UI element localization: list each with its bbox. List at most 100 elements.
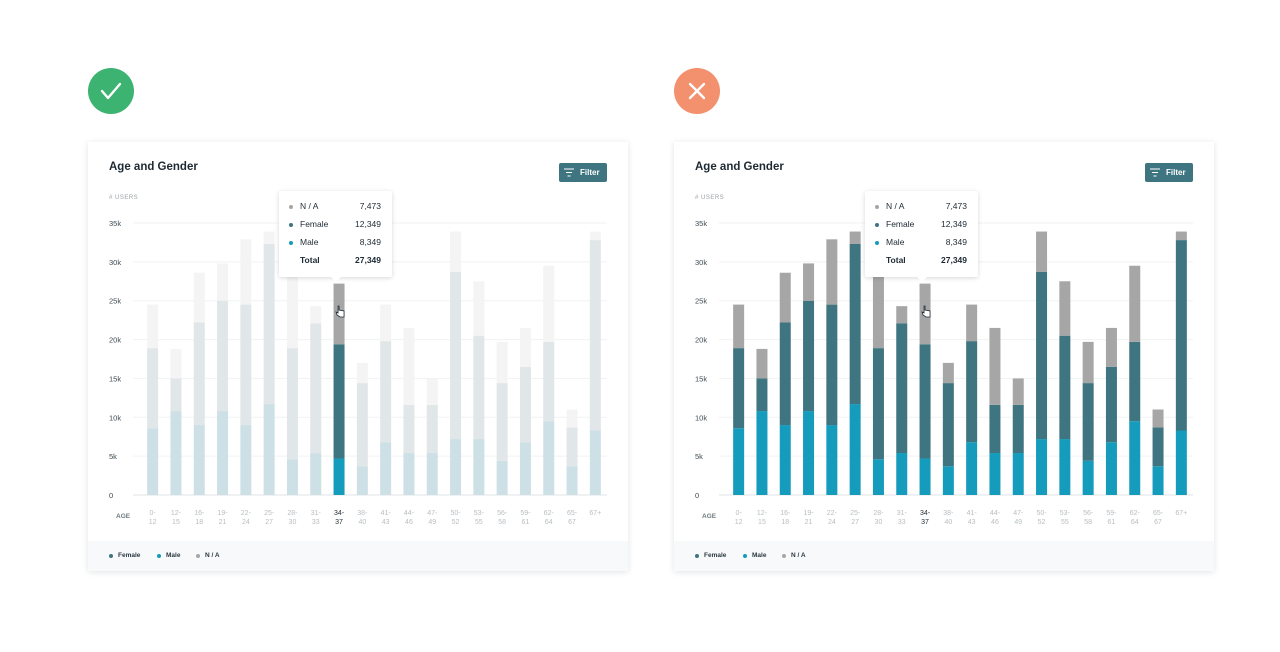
x-tick-label: 38- [357,510,368,517]
bar-segment-na [310,306,322,324]
legend-label: N / A [205,552,220,559]
bar-segment-female [240,304,252,426]
bar-segment-na [217,263,229,301]
bar-segment-male [1012,453,1024,495]
legend-item-na[interactable]: N / A [196,552,220,559]
filter-button-label: Filter [580,168,600,177]
legend-item-na[interactable]: N / A [782,552,806,559]
tooltip-row-total: Total 27,349 [875,255,967,267]
y-tick-label: 5k [109,452,117,461]
x-tick-label: 34- [334,510,345,517]
x-tick-label: 31- [311,510,322,517]
legend-item-male[interactable]: Male [743,552,766,559]
bar-segment-female [310,323,322,454]
bar-segment-female [966,341,978,443]
x-tick-label: 65- [567,510,578,517]
x-tick-label: 19- [803,510,814,517]
x-tick-label: 22- [827,510,838,517]
bar-segment-male [496,460,508,495]
x-tick-label: 61 [522,519,530,526]
bar-segment-na [756,348,768,379]
x-tick-label: 52 [1038,519,1046,526]
x-tick-label: 41- [967,510,978,517]
bar-segment-na [543,265,555,342]
legend-item-female[interactable]: Female [109,552,140,559]
bar-segment-na [1036,231,1048,272]
y-tick-label: 10k [109,413,121,422]
x-tick-label: 37 [921,519,929,526]
tooltip-total-label: Total [886,255,906,265]
bar-segment-na [519,327,531,367]
y-tick-label: 15k [695,374,707,383]
bar-segment-na [403,327,415,405]
bar-segment-na [989,327,1001,405]
bar-segment-female [1105,366,1117,443]
x-tick-label: 22- [241,510,252,517]
x-tick-label: 46 [405,519,413,526]
bar-segment-male [426,453,438,495]
x-tick-label: 27 [851,519,859,526]
bar-segment-na [1012,378,1024,405]
bar-segment-male [543,421,555,495]
bar-segment-na [240,239,252,305]
x-tick-label: 28- [287,510,298,517]
bar-segment-male [147,428,159,495]
female-dot-icon [289,223,293,227]
x-tick-label: 38- [943,510,954,517]
bar-segment-na [942,362,954,384]
bar-segment-na [193,272,205,323]
bar-segment-female [1129,341,1141,422]
x-tick-label: 67 [1154,519,1162,526]
bar-segment-male [942,466,954,495]
filter-button[interactable]: Filter [1145,163,1193,182]
tooltip-value: 8,349 [945,237,967,247]
bar-segment-male [849,404,861,495]
bar-segment-na [779,272,791,323]
bar-segment-female [872,348,884,460]
x-tick-label: 65- [1153,510,1164,517]
bar-segment-male [170,411,182,495]
chart-title: Age and Gender [109,161,198,173]
x-tick-label: 47- [1013,510,1024,517]
tooltip-value: 7,473 [359,201,381,211]
chart-tooltip: N / A 7,473 Female 12,349 Male 8,349 Tot… [279,191,392,282]
bar-segment-female [1036,271,1048,440]
x-tick-label: 53- [1060,510,1071,517]
legend-item-male[interactable]: Male [157,552,180,559]
x-tick-label: 49 [1014,519,1022,526]
x-tick-label: 34- [920,510,931,517]
tooltip-value: 7,473 [945,201,967,211]
bar-segment-male [1082,460,1094,495]
bar-segment-na [263,231,275,244]
bar-segment-female [263,243,275,405]
legend-item-female[interactable]: Female [695,552,726,559]
bar-segment-female [380,341,392,443]
hand-cursor-shape [921,305,931,318]
bar-segment-male [826,425,838,495]
bar-segment-na [896,306,908,324]
chart-legend: Female Male N / A [674,541,1214,571]
bar-segment-female [589,240,601,431]
bar-segment-male [756,411,768,495]
tooltip-row-female: Female 12,349 [289,219,381,231]
bar-segment-female [1012,404,1024,454]
female-dot-icon [695,554,699,558]
bar-segment-na [566,409,578,428]
rejected-badge [674,68,720,114]
bar-segment-female [496,383,508,461]
bar-segment-female [1082,383,1094,461]
x-tick-label: 55 [475,519,483,526]
bar-segment-male [1152,466,1164,495]
chart-card-bad: Age and Gender Filter # USERS 0 5k 10k 15k 2… [674,142,1214,571]
male-dot-icon [743,554,747,558]
x-tick-label: 25- [264,510,275,517]
bar-segment-male [1175,430,1187,495]
na-dot-icon [782,554,786,558]
chart-tooltip: N / A 7,473 Female 12,349 Male 8,349 Tot… [865,191,978,282]
filter-button[interactable]: Filter [559,163,607,182]
bar-segment-na [1082,341,1094,384]
y-tick-label: 10k [695,413,707,422]
y-axis-unit-label: # USERS [695,195,725,201]
tooltip-arrow [331,277,341,282]
tooltip-row-male: Male 8,349 [875,237,967,249]
